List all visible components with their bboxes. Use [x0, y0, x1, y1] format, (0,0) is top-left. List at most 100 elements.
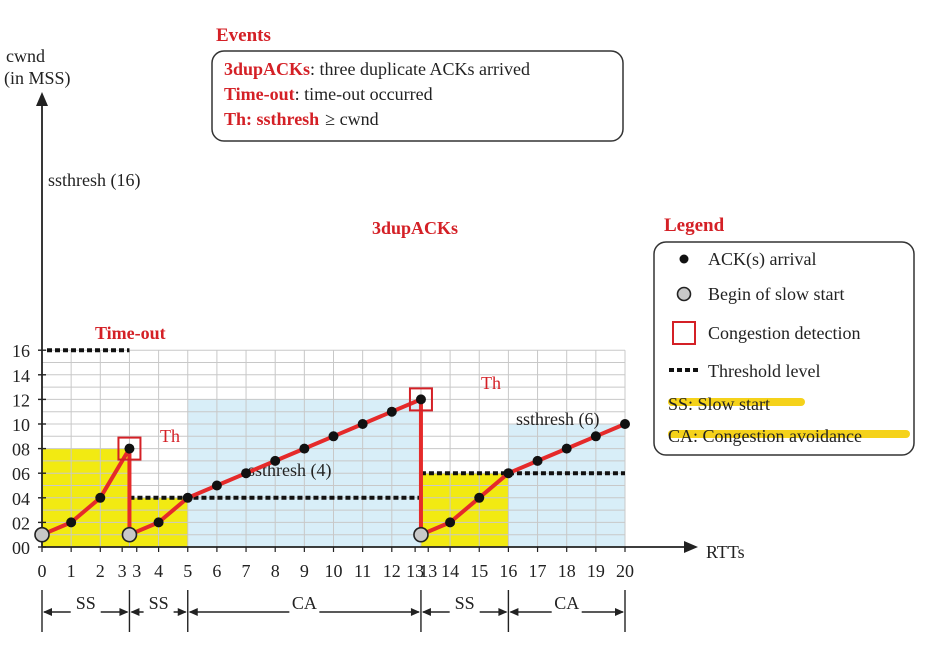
x-tick-label: 8: [271, 561, 280, 581]
ack-dot: [503, 468, 514, 479]
phase-arrow-left-icon: [43, 608, 52, 616]
ack-dot: [241, 468, 252, 479]
legend-label-ca: CA: Congestion avoidance: [668, 426, 862, 446]
legend-label-ack: ACK(s) arrival: [708, 249, 816, 270]
y-tick-label: 00: [12, 538, 30, 558]
event-desc-th: ≥ cwnd: [325, 109, 378, 129]
ack-dot: [328, 431, 339, 442]
y-tick-label: 02: [12, 513, 30, 533]
slow-start-circle: [413, 526, 429, 543]
x-tick-label: 0: [38, 561, 47, 581]
legend-ack-dot-icon: [679, 254, 689, 264]
x-tick-label: 11: [354, 561, 371, 581]
legend-label-slow-start: Begin of slow start: [708, 284, 845, 304]
phase-label: CA: [554, 593, 579, 613]
x-tick-label: 17: [529, 561, 547, 581]
y-tick-label: 10: [12, 415, 30, 435]
slow-start-circle: [121, 526, 138, 543]
x-tick-label: 12: [383, 561, 401, 581]
y-tick-label: 08: [12, 440, 30, 460]
x-tick-label: 13: [406, 561, 424, 581]
phase-label-bg: [70, 602, 101, 622]
ack-dot: [211, 480, 222, 491]
event-row-3: Th: ssthresh ≥ cwnd: [224, 109, 379, 129]
y-tick-label: 04: [12, 489, 30, 509]
phase-arrow-left-icon: [188, 608, 198, 616]
x-tick-label: 5: [183, 561, 192, 581]
legend-label-ss: SS: Slow start: [668, 394, 770, 414]
phase-label-bg: [449, 602, 480, 622]
phase-arrow-left-icon: [509, 608, 519, 616]
legend-title: Legend: [664, 215, 725, 236]
congestion-label: 3dupACKs: [372, 218, 458, 238]
phase-label-bg: [551, 602, 582, 622]
x-tick-label: 18: [558, 561, 576, 581]
ack-dot: [124, 443, 135, 454]
ack-dot: [590, 431, 601, 442]
event-term-th: Th: ssthresh: [224, 109, 319, 129]
legend-label-congestion: Congestion detection: [708, 323, 860, 343]
congestion-label: Time-out: [95, 323, 166, 343]
threshold-label: ssthresh (16): [48, 170, 141, 191]
event-desc-3dupacks: : three duplicate ACKs arrived: [310, 59, 530, 79]
ack-dot: [620, 419, 630, 429]
y-axis-label-line2: (in MSS): [4, 68, 71, 89]
x-tick-label: 19: [587, 561, 605, 581]
y-axis-label-line1: cwnd: [6, 46, 45, 66]
phase-arrow-right-icon: [498, 608, 508, 616]
ack-dot: [153, 517, 164, 528]
phase-arrow-right-icon: [615, 608, 624, 616]
x-tick-label: 3: [132, 561, 141, 581]
phase-arrow-left-icon: [130, 608, 140, 616]
x-tick-label: 6: [212, 561, 221, 581]
phase-arrow-right-icon: [177, 608, 187, 616]
x-tick-label: 3: [118, 561, 127, 581]
slow-start-circle: [34, 526, 50, 543]
x-tick-label: 4: [154, 561, 163, 581]
ack-dot: [386, 406, 397, 417]
x-tick-label: 16: [499, 561, 517, 581]
x-tick-label: 13: [419, 561, 437, 581]
x-tick-label: 9: [300, 561, 309, 581]
events-panel: Events 3dupACKs: three duplicate ACKs ar…: [211, 25, 624, 142]
event-term-3dupacks: 3dupACKs: [224, 59, 310, 79]
phase-arrow-right-icon: [410, 608, 420, 616]
phase-label: SS: [455, 593, 475, 613]
congestion-square-icon: [408, 387, 433, 412]
phase-arrow-right-icon: [119, 608, 129, 616]
congestion-square-icon: [117, 436, 142, 461]
legend-ca-highlight: [668, 430, 910, 438]
th-label: Th: [160, 426, 180, 446]
ack-dot: [415, 394, 426, 405]
ack-dot: [270, 455, 281, 466]
event-row-2: Time-out: time-out occurred: [224, 84, 433, 104]
threshold-label: ssthresh (4): [248, 460, 332, 481]
ack-dot: [299, 443, 310, 454]
ack-dot: [561, 443, 572, 454]
y-tick-label: 14: [12, 366, 30, 386]
ack-dot: [532, 455, 543, 466]
y-axis-arrow-icon: [36, 92, 48, 106]
ack-dot: [445, 517, 456, 528]
phase-label-bg: [143, 602, 174, 622]
y-tick-label: 16: [12, 341, 30, 361]
x-axis-label: RTTs: [706, 542, 745, 562]
phase-label: SS: [76, 593, 96, 613]
phase-label-bg: [289, 602, 320, 622]
phase-label: SS: [149, 593, 169, 613]
event-desc-timeout: : time-out occurred: [295, 84, 433, 104]
x-tick-label: 14: [441, 561, 459, 581]
threshold-label: ssthresh (6): [516, 409, 600, 430]
legend-box: [653, 241, 915, 456]
th-label: Th: [481, 373, 501, 393]
ack-dot: [182, 492, 193, 503]
ack-dot: [474, 492, 485, 503]
event-term-timeout: Time-out: [224, 84, 295, 104]
legend-label-threshold: Threshold level: [708, 361, 820, 381]
phase-spans: SS SS CA SS CA: [41, 590, 626, 632]
x-tick-label: 7: [242, 561, 251, 581]
events-title: Events: [216, 25, 271, 46]
x-axis-arrow-icon: [684, 541, 698, 553]
x-tick-label: 1: [67, 561, 76, 581]
